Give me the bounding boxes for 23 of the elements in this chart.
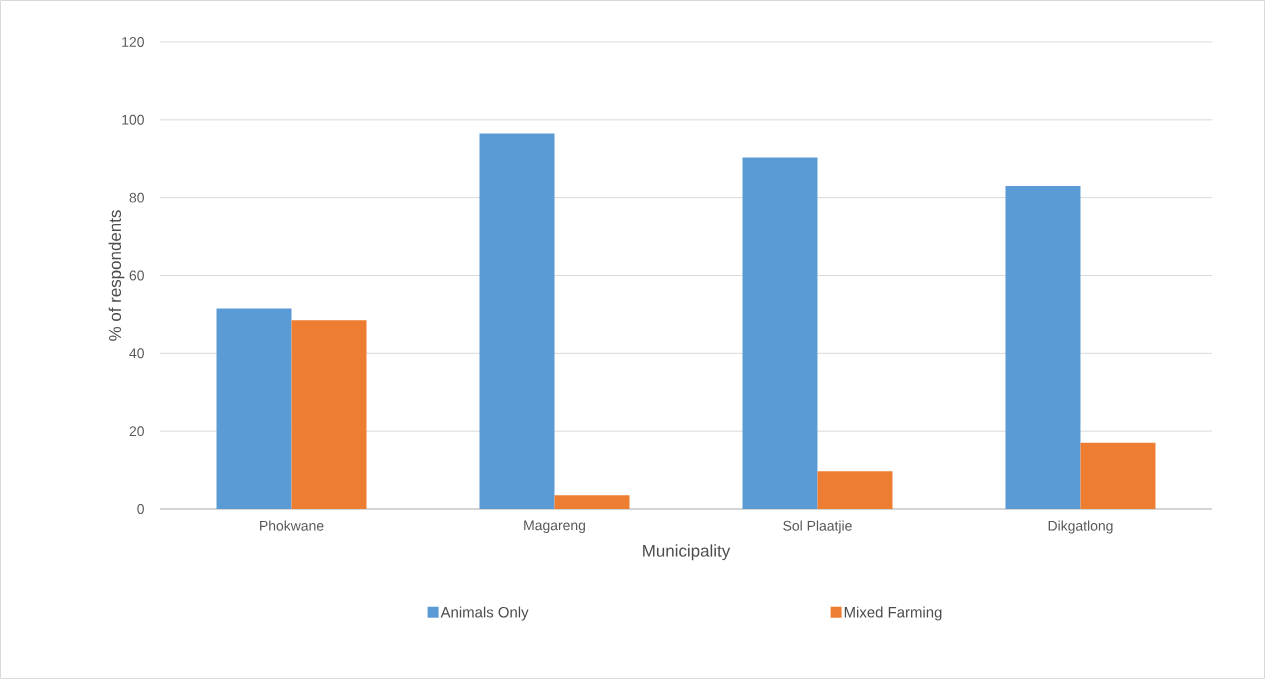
x-tick-label: Phokwane bbox=[260, 520, 324, 531]
y-tick-label: 20 bbox=[129, 426, 144, 437]
bar bbox=[216, 308, 292, 509]
x-tick-label: Sol Plaatjie bbox=[783, 520, 852, 534]
x-axis-title: Municipality bbox=[643, 544, 731, 561]
y-axis-title: % of respondents bbox=[108, 210, 125, 341]
bar bbox=[291, 320, 367, 509]
y-tick-label: 80 bbox=[129, 192, 144, 203]
x-tick-label: Dikgatlong bbox=[1048, 520, 1113, 534]
y-tick-label: 100 bbox=[122, 114, 144, 125]
legend-label: Mixed Farming bbox=[844, 606, 942, 621]
bar bbox=[817, 471, 893, 509]
bar bbox=[1080, 442, 1156, 509]
y-tick-label: 40 bbox=[129, 348, 144, 359]
bar bbox=[479, 133, 555, 509]
y-tick-label: 0 bbox=[137, 504, 144, 514]
y-tick-label: 120 bbox=[122, 37, 144, 47]
bar bbox=[554, 495, 630, 509]
y-tick-label: 60 bbox=[129, 270, 144, 281]
x-tick-label: Magareng bbox=[524, 520, 585, 533]
legend-label: Animals Only bbox=[440, 606, 529, 621]
bar bbox=[742, 157, 818, 509]
bar bbox=[1005, 185, 1081, 509]
